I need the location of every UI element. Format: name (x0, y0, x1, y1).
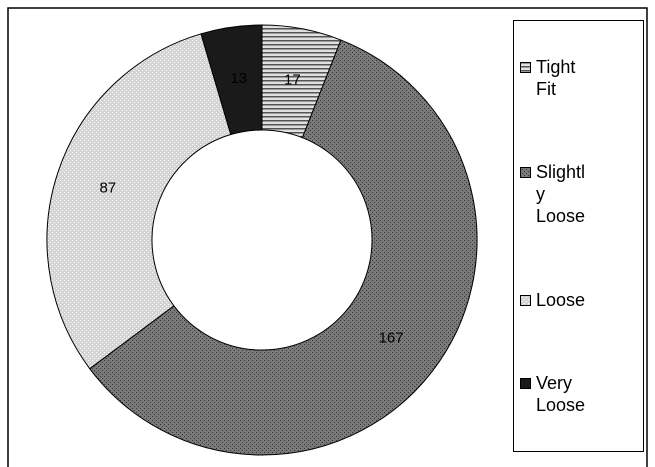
data-label: 87 (99, 180, 116, 197)
donut-slice (46, 33, 232, 370)
legend-label: Very Loose (536, 373, 586, 416)
legend-item: Very Loose (514, 372, 643, 416)
data-label: 13 (230, 70, 247, 87)
swatch-fill (520, 294, 531, 306)
frame (7, 7, 648, 467)
legend-item: Loose (514, 289, 643, 311)
swatch-fill (520, 378, 531, 390)
legend-swatch (520, 61, 531, 73)
swatch-fill (520, 61, 531, 73)
legend: Tight Fit Slightly Loose Loose Very Loose (513, 20, 644, 452)
swatch-fill (520, 167, 531, 179)
legend-label: Loose (536, 289, 586, 310)
legend-item: Slightly Loose (514, 161, 643, 227)
legend-label: Tight Fit (536, 56, 576, 99)
data-label: 17 (284, 71, 301, 88)
legend-swatch (520, 294, 531, 306)
donut-slice (200, 24, 263, 136)
legend-item: Tight Fit (514, 56, 643, 100)
legend-swatch (520, 378, 531, 390)
legend-label: Slightly Loose (536, 162, 586, 227)
legend-swatch (520, 167, 531, 179)
data-label: 167 (379, 330, 404, 347)
donut-slice (89, 39, 478, 456)
